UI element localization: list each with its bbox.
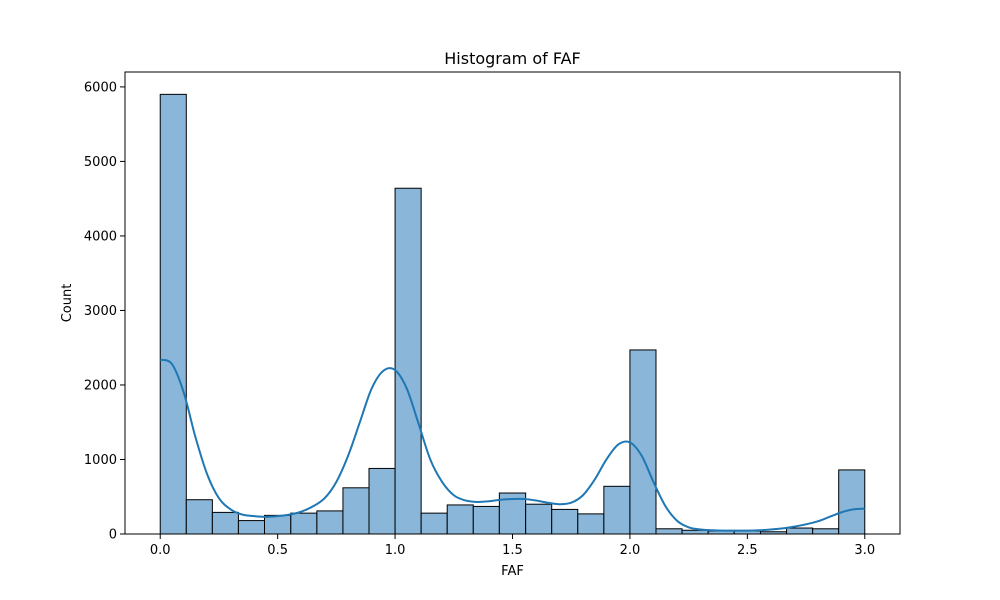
y-tick-label: 1000 <box>84 453 117 468</box>
y-tick-label: 5000 <box>84 155 117 170</box>
plot-frame <box>124 71 901 535</box>
histogram-bar <box>420 512 448 535</box>
y-axis-label: Count <box>60 284 75 323</box>
histogram-bar <box>159 93 187 535</box>
histogram-bar <box>786 527 814 535</box>
histogram-bar <box>812 528 840 535</box>
x-tick-label: 3.0 <box>854 543 875 558</box>
histogram-bar <box>342 487 370 535</box>
histogram-bar <box>446 504 474 535</box>
histogram-bar <box>629 349 657 535</box>
x-axis-label: FAF <box>501 564 524 579</box>
histogram-bar <box>603 485 631 535</box>
x-tick-label: 1.0 <box>385 543 406 558</box>
kde-curve <box>159 358 865 532</box>
x-tick-label: 0.0 <box>150 543 171 558</box>
histogram-bar <box>525 503 553 535</box>
histogram-bar <box>472 505 500 535</box>
y-tick-label: 2000 <box>84 378 117 393</box>
bars-group <box>159 93 866 535</box>
histogram-bar <box>368 467 396 535</box>
x-tick-label: 1.5 <box>502 543 523 558</box>
y-tick-label: 4000 <box>84 229 117 244</box>
y-tick-label: 0 <box>109 528 117 543</box>
x-tick-label: 2.0 <box>620 543 641 558</box>
histogram-bar <box>838 469 866 535</box>
histogram-bar <box>316 510 344 535</box>
x-tick-label: 2.5 <box>737 543 758 558</box>
histogram-bar <box>264 514 292 535</box>
chart-title: Histogram of FAF <box>444 49 580 68</box>
y-axis: 0 1000 2000 3000 4000 5000 6000 <box>84 80 125 543</box>
histogram-bar <box>211 511 239 535</box>
x-tick-label: 0.5 <box>267 543 288 558</box>
y-tick-label: 3000 <box>84 304 117 319</box>
x-axis: 0.0 0.5 1.0 1.5 2.0 2.5 3.0 <box>150 534 875 558</box>
histogram-bar <box>655 528 683 535</box>
histogram-bar <box>551 508 579 535</box>
histogram-bar <box>577 513 605 535</box>
histogram-bar <box>290 512 318 535</box>
y-tick-label: 6000 <box>84 80 117 95</box>
histogram-bar <box>185 499 213 535</box>
histogram-bar <box>237 520 266 535</box>
histogram-bar <box>394 187 422 535</box>
